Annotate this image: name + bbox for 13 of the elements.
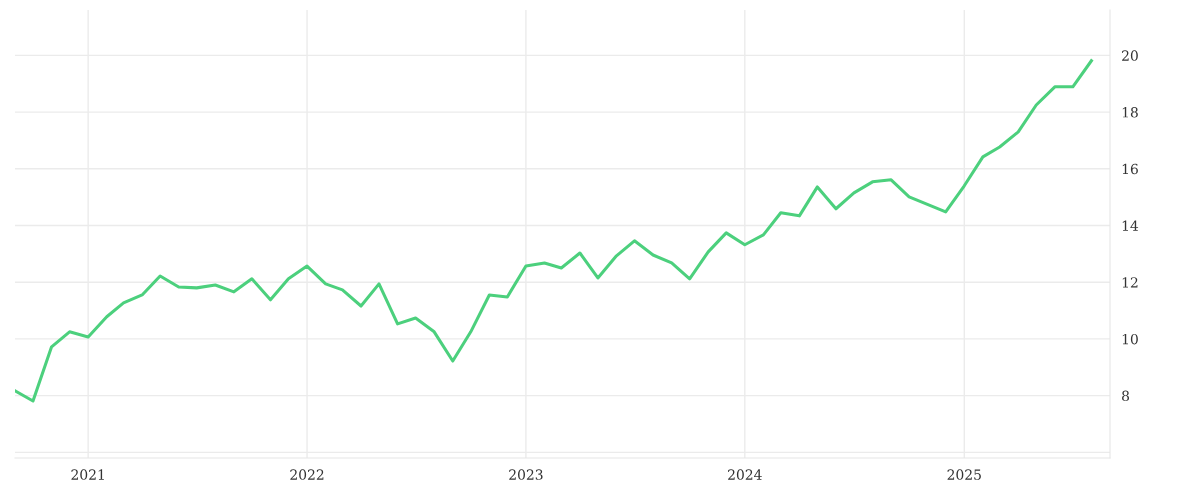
x-tick-label: 2024 (728, 469, 762, 480)
x-tick-label: 2022 (290, 469, 324, 480)
y-tick-label: 18 (1122, 107, 1138, 118)
y-tick-label: 20 (1122, 50, 1138, 61)
line-series (15, 59, 1093, 403)
y-tick-label: 16 (1122, 163, 1138, 175)
y-tick-label: 8 (1122, 390, 1130, 402)
x-tick-label: 2021 (71, 469, 104, 480)
y-tick-label: 14 (1122, 220, 1139, 231)
y-tick-label: 10 (1122, 333, 1138, 345)
x-tick-label: 2025 (947, 469, 981, 480)
y-tick-label: 12 (1122, 277, 1138, 288)
x-tick-label: 2023 (509, 469, 543, 480)
